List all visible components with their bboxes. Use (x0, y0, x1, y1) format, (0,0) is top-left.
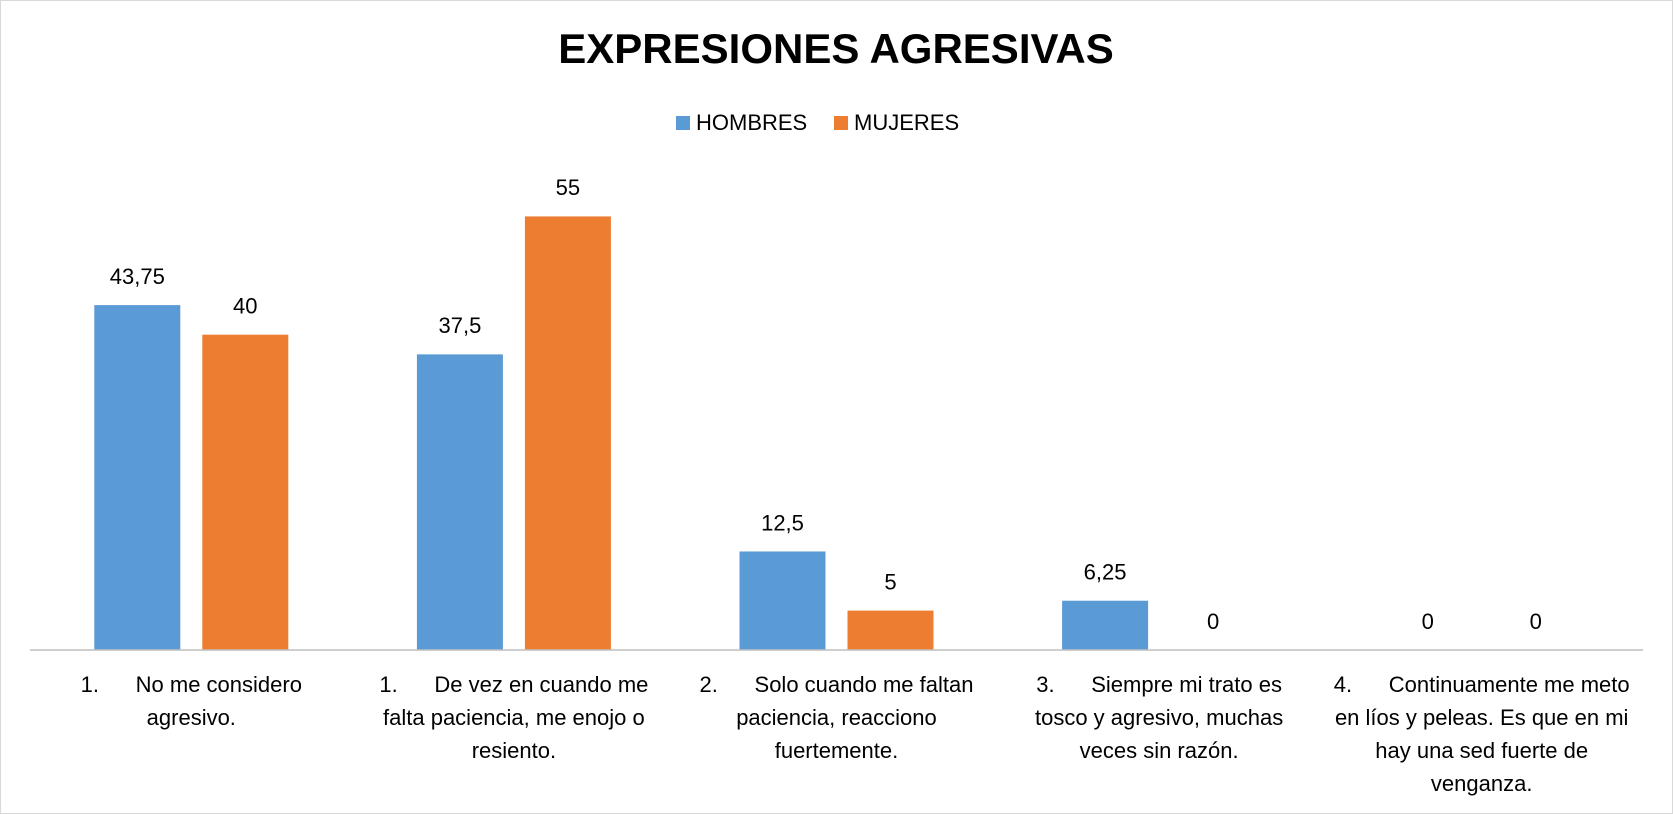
x-tick-label: 1. De vez en cuando me falta paciencia, … (379, 672, 655, 763)
legend-label: HOMBRES (696, 110, 807, 135)
data-label: 0 (1422, 609, 1434, 634)
chart-title: EXPRESIONES AGRESIVAS (558, 25, 1113, 72)
bar (739, 551, 826, 650)
data-label: 37,5 (438, 313, 481, 338)
bar (416, 354, 503, 650)
bar (94, 305, 181, 650)
bar (202, 334, 289, 650)
bar (1062, 600, 1149, 650)
legend-swatch (676, 116, 690, 130)
data-label: 6,25 (1084, 560, 1127, 585)
data-label: 43,75 (110, 264, 165, 289)
bar (524, 216, 611, 650)
legend-label: MUJERES (854, 110, 959, 135)
data-label: 0 (1530, 609, 1542, 634)
bar (847, 610, 934, 650)
data-label: 0 (1207, 609, 1219, 634)
legend-swatch (834, 116, 848, 130)
x-tick-label: 1. No me considero agresivo. (80, 672, 309, 730)
data-label: 55 (556, 175, 580, 200)
data-label: 12,5 (761, 510, 804, 535)
x-tick-label: 2. Solo cuando me faltan paciencia, reac… (699, 672, 980, 763)
data-label: 5 (884, 569, 896, 594)
x-tick-label: 4. Continuamente me meto en líos y pelea… (1333, 672, 1630, 796)
x-tick-label: 3. Siempre mi trato es tosco y agresivo,… (1034, 672, 1290, 763)
data-label: 40 (233, 293, 257, 318)
